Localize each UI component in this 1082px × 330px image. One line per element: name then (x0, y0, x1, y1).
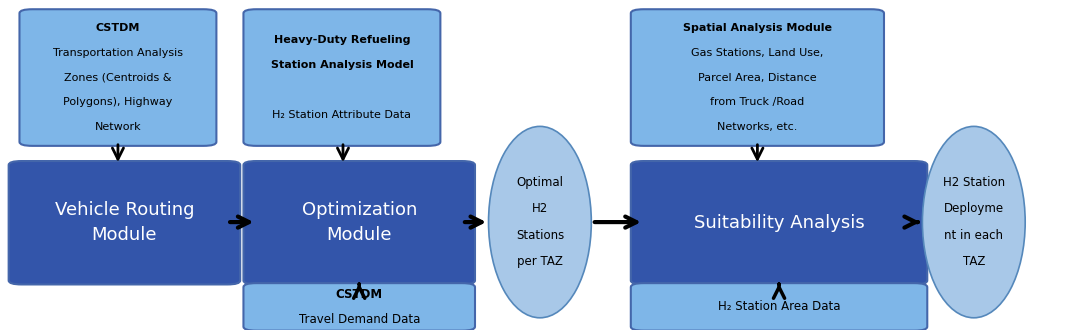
Text: Optimal: Optimal (516, 176, 564, 189)
Text: Vehicle Routing: Vehicle Routing (55, 201, 194, 219)
FancyBboxPatch shape (9, 161, 240, 284)
Text: CSTDM: CSTDM (95, 23, 141, 33)
Text: Station Analysis Model: Station Analysis Model (270, 60, 413, 70)
FancyBboxPatch shape (631, 161, 927, 284)
FancyBboxPatch shape (243, 9, 440, 146)
FancyBboxPatch shape (631, 9, 884, 146)
Text: H2 Station: H2 Station (942, 176, 1005, 189)
Text: Spatial Analysis Module: Spatial Analysis Module (683, 23, 832, 33)
Ellipse shape (489, 126, 591, 318)
Text: nt in each: nt in each (945, 229, 1003, 242)
Text: TAZ: TAZ (963, 255, 985, 268)
Text: Zones (Centroids &: Zones (Centroids & (64, 73, 172, 82)
Text: H2: H2 (531, 202, 549, 215)
Text: Heavy-Duty Refueling: Heavy-Duty Refueling (274, 35, 410, 46)
Text: Parcel Area, Distance: Parcel Area, Distance (698, 73, 817, 82)
Text: Travel Demand Data: Travel Demand Data (299, 313, 420, 326)
Text: from Truck /Road: from Truck /Road (710, 97, 805, 107)
Text: Polygons), Highway: Polygons), Highway (63, 97, 173, 107)
Text: Module: Module (327, 226, 392, 244)
FancyBboxPatch shape (19, 9, 216, 146)
Text: Gas Stations, Land Use,: Gas Stations, Land Use, (691, 48, 823, 58)
Text: Module: Module (92, 226, 157, 244)
FancyBboxPatch shape (243, 161, 475, 284)
Text: per TAZ: per TAZ (517, 255, 563, 268)
FancyBboxPatch shape (631, 283, 927, 330)
Text: CSTDM: CSTDM (335, 288, 383, 301)
Text: Transportation Analysis: Transportation Analysis (53, 48, 183, 58)
Text: H₂ Station Attribute Data: H₂ Station Attribute Data (273, 110, 411, 120)
Ellipse shape (922, 126, 1026, 318)
Text: H₂ Station Area Data: H₂ Station Area Data (717, 300, 841, 314)
Text: Networks, etc.: Networks, etc. (717, 122, 797, 132)
Text: Network: Network (94, 122, 142, 132)
Text: Suitability Analysis: Suitability Analysis (694, 214, 865, 232)
Text: Stations: Stations (516, 229, 564, 242)
Text: Deployme: Deployme (944, 202, 1004, 215)
FancyBboxPatch shape (243, 283, 475, 330)
Text: Optimization: Optimization (302, 201, 417, 219)
